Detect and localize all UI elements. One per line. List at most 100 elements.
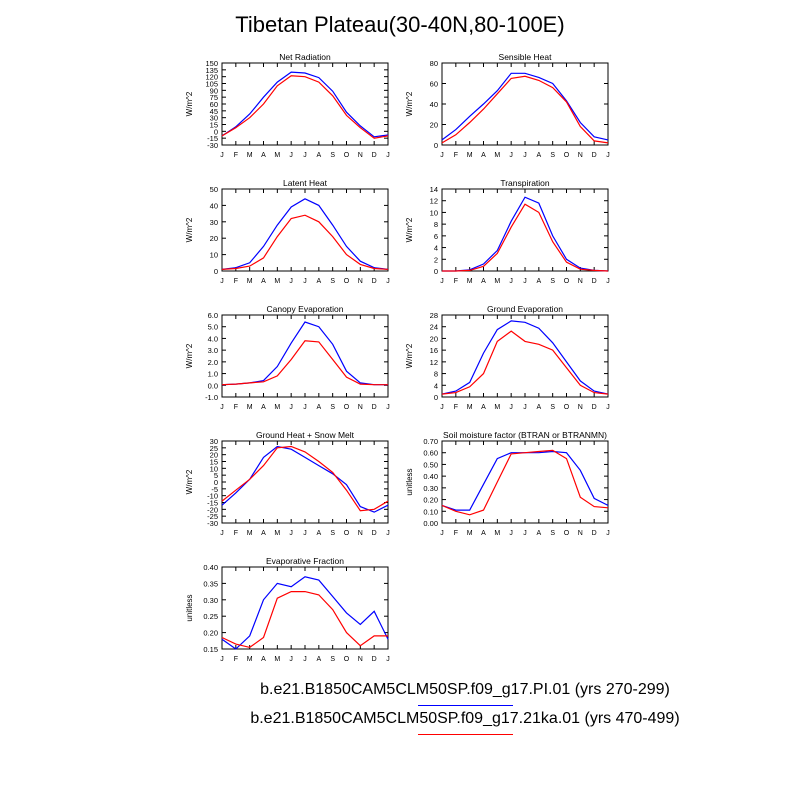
x-tick-label: J [440,404,444,411]
x-tick-label: A [536,530,541,537]
x-tick-label: O [344,656,350,663]
y-tick-label: -15 [207,134,218,143]
series-line-pi [442,196,609,272]
y-tick-label: 5 [214,471,218,480]
x-tick-label: A [316,656,321,663]
x-tick-label: A [316,404,321,411]
x-tick-label: J [289,656,293,663]
x-tick-label: M [467,530,473,537]
panel-3: Transpiration W/m^2 0 2 4 6 8 10 12 14 J F M A M J J A S O N… [405,178,610,285]
x-tick-label: J [606,278,610,285]
y-axis-label: W/m^2 [405,343,414,368]
plot-frame [221,566,389,650]
x-tick-label: J [220,656,224,663]
x-tick-label: J [220,530,224,537]
figure-title: Tibetan Plateau(30-40N,80-100E) [235,12,565,37]
y-tick-label: 10 [210,464,218,473]
y-axis-label: W/m^2 [185,91,194,116]
y-tick-label: 60 [430,80,438,89]
x-tick-label: D [592,278,597,285]
x-tick-label: J [509,278,513,285]
panel-title: Transpiration [500,178,550,188]
panel-title: Ground Evaporation [487,304,563,314]
x-tick-label: F [454,152,458,159]
x-tick-label: A [261,278,266,285]
x-tick-label: O [344,530,350,537]
series-line-pi [221,71,389,138]
x-tick-label: A [261,152,266,159]
series-line-21ka [442,203,609,272]
y-tick-label: 15 [210,121,218,130]
series-line-21ka [221,590,388,649]
y-tick-label: 80 [430,59,438,68]
plot-frame [441,62,609,146]
x-tick-label: O [564,278,570,285]
y-tick-label: 20 [430,121,438,130]
y-tick-label: -30 [207,141,218,150]
y-tick-label: 105 [205,80,218,89]
panel-title: Ground Heat + Snow Melt [256,430,355,440]
series-line-21ka [441,449,609,516]
y-tick-label: 10 [430,208,438,217]
x-tick-label: J [440,530,444,537]
x-tick-label: J [220,404,224,411]
x-tick-label: A [481,278,486,285]
y-tick-label: 0.25 [203,612,218,621]
panel-title: Soil moisture factor (BTRAN or BTRANMN) [443,430,607,440]
y-tick-label: -10 [207,492,218,501]
y-tick-label: 75 [210,93,218,102]
plot-frame [221,62,389,146]
y-tick-label: 12 [430,358,438,367]
y-tick-label: -30 [207,519,218,528]
y-tick-label: 0 [214,267,218,276]
x-tick-label: S [330,404,335,411]
panel-1: Sensible Heat W/m^2 0 20 40 60 80 J F M A M J J A S O N D J [405,52,610,159]
x-tick-label: F [454,278,458,285]
series-line-pi [441,72,609,141]
x-tick-label: N [358,278,363,285]
x-tick-label: J [509,152,513,159]
y-axis-label: unitless [185,594,194,621]
x-tick-label: N [578,278,583,285]
y-tick-label: 0.20 [203,629,218,638]
y-axis-label: unitless [405,468,414,495]
x-tick-label: S [330,656,335,663]
x-tick-label: F [234,404,238,411]
x-tick-label: M [494,278,500,285]
y-tick-label: 25 [210,444,218,453]
y-tick-label: -5 [211,485,218,494]
series-line-21ka [221,214,389,270]
y-tick-label: 0.40 [423,472,438,481]
y-tick-label: 8 [434,220,438,229]
x-tick-label: J [220,152,224,159]
y-tick-label: 15 [210,458,218,467]
x-tick-label: N [578,530,583,537]
plot-frame [441,188,609,272]
y-tick-label: 30 [210,114,218,123]
panel-7: Soil moisture factor (BTRAN or BTRANMN) u… [405,430,610,537]
x-tick-label: J [523,530,527,537]
x-tick-label: S [330,278,335,285]
x-tick-label: S [550,404,555,411]
x-tick-label: D [372,404,377,411]
x-tick-label: N [358,404,363,411]
x-tick-label: F [454,404,458,411]
legend-line-pi [418,705,513,706]
series-line-21ka [441,330,609,395]
x-tick-label: D [372,530,377,537]
y-tick-label: 0.40 [203,563,218,572]
y-tick-label: 0 [434,141,438,150]
y-axis-label: W/m^2 [185,217,194,242]
y-tick-label: 0.50 [423,460,438,469]
x-tick-label: M [247,404,253,411]
x-tick-label: D [592,530,597,537]
y-tick-label: 12 [430,197,438,206]
y-tick-label: 5.0 [208,323,218,332]
y-tick-label: 0.00 [423,519,438,528]
y-axis-label: W/m^2 [185,343,194,368]
x-tick-label: J [303,404,307,411]
x-tick-label: N [578,404,583,411]
y-tick-label: 135 [205,66,218,75]
y-tick-label: -15 [207,499,218,508]
